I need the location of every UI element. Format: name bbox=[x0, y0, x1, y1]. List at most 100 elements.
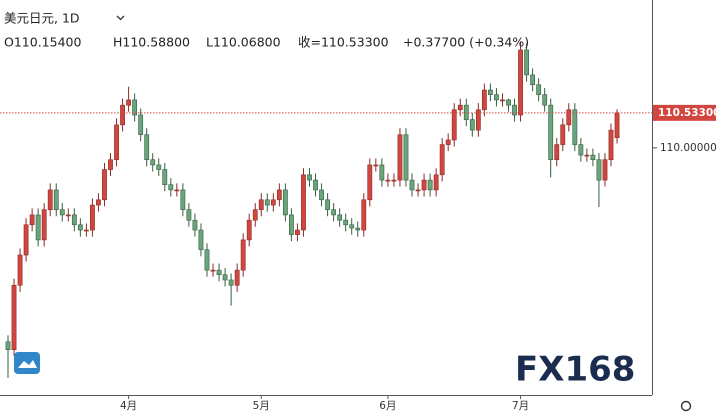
candle-body bbox=[204, 249, 210, 271]
candle-body bbox=[258, 199, 264, 210]
high-value: H110.58800 bbox=[113, 35, 190, 50]
candle-body bbox=[572, 109, 578, 145]
candle-body bbox=[150, 159, 156, 166]
candle-body bbox=[301, 174, 306, 231]
candle-body bbox=[379, 164, 385, 181]
candle-body bbox=[524, 49, 529, 76]
candle-body bbox=[23, 224, 29, 256]
candle-body bbox=[77, 224, 83, 231]
candle-body bbox=[252, 209, 258, 221]
candle-body bbox=[35, 214, 41, 241]
candle-body bbox=[132, 99, 138, 116]
candle-body bbox=[47, 189, 53, 210]
candle-body bbox=[228, 279, 234, 286]
candle-body bbox=[174, 189, 180, 192]
candle-body bbox=[578, 144, 584, 156]
candle-body bbox=[421, 179, 427, 191]
x-tick-label: 4月 bbox=[120, 400, 137, 412]
gear bbox=[680, 400, 692, 412]
change-value: +0.37700 (+0.34%) bbox=[403, 35, 529, 50]
candle-body bbox=[614, 112, 620, 139]
symbol: 美元日元, 1D bbox=[4, 11, 80, 26]
candle-body bbox=[409, 179, 415, 191]
candle-body bbox=[602, 159, 608, 181]
candle-body bbox=[144, 134, 150, 161]
candle-body bbox=[65, 214, 71, 217]
candle-body bbox=[596, 159, 602, 181]
candle-body bbox=[5, 341, 11, 350]
logo-box bbox=[14, 352, 40, 374]
candle-body bbox=[500, 99, 505, 102]
candle-body bbox=[246, 219, 252, 241]
candle-body bbox=[240, 239, 246, 271]
candle-body bbox=[337, 214, 343, 221]
candle-body bbox=[41, 209, 47, 241]
candle-body bbox=[542, 94, 548, 106]
candle-body bbox=[325, 199, 330, 210]
logo[interactable] bbox=[14, 352, 40, 374]
candle-body bbox=[349, 224, 355, 229]
candle-body bbox=[289, 214, 294, 235]
low-value: L110.06800 bbox=[206, 35, 281, 50]
candle-body bbox=[282, 189, 288, 216]
candle-body bbox=[234, 269, 240, 286]
candle-body bbox=[445, 139, 451, 145]
candle-body bbox=[554, 144, 560, 161]
candle-body bbox=[415, 189, 421, 192]
candle-body bbox=[319, 189, 324, 201]
candle-body bbox=[590, 154, 596, 161]
candle-body bbox=[457, 104, 463, 111]
watermark: FX168 bbox=[515, 350, 635, 390]
candle-body bbox=[276, 189, 282, 201]
price-label-box bbox=[653, 104, 716, 121]
candle-body bbox=[481, 89, 487, 111]
price-label: 110.53300 bbox=[658, 107, 716, 119]
dropdown-icon[interactable] bbox=[116, 15, 125, 21]
candle-body bbox=[156, 164, 162, 170]
candle-body bbox=[397, 134, 403, 181]
candle-body bbox=[186, 209, 192, 221]
candle-body bbox=[192, 219, 198, 231]
candle-body bbox=[96, 199, 101, 206]
candle-body bbox=[59, 209, 65, 216]
candle-body bbox=[487, 89, 493, 95]
candle-body bbox=[11, 284, 17, 350]
candle-body bbox=[17, 254, 23, 286]
candle-body bbox=[343, 219, 349, 226]
candle-body bbox=[560, 124, 566, 145]
candle-body bbox=[108, 159, 113, 170]
candle-body bbox=[469, 119, 475, 131]
logo-mark bbox=[18, 360, 37, 368]
candle-body bbox=[102, 169, 107, 201]
candle-body bbox=[475, 109, 481, 131]
candle-body bbox=[373, 164, 379, 167]
candle-body bbox=[120, 104, 125, 126]
candle-body bbox=[264, 199, 270, 206]
candle-body bbox=[90, 204, 95, 231]
candle-body bbox=[439, 144, 445, 176]
candle-body bbox=[548, 104, 554, 161]
candle-body bbox=[433, 174, 439, 191]
candle-body bbox=[222, 274, 228, 281]
candle-body bbox=[403, 134, 409, 181]
settings-icon[interactable] bbox=[680, 400, 692, 412]
candle-body bbox=[313, 179, 318, 191]
candle-body bbox=[608, 129, 614, 161]
open-value: O110.15400 bbox=[4, 35, 81, 50]
x-tick-label: 5月 bbox=[253, 400, 270, 412]
candle-body bbox=[71, 214, 77, 226]
candle-body bbox=[114, 124, 119, 161]
candle-body bbox=[385, 179, 391, 182]
candle-body bbox=[270, 199, 276, 206]
candle-body bbox=[168, 184, 174, 191]
candle-body bbox=[584, 154, 590, 157]
x-tick-label: 6月 bbox=[379, 400, 396, 412]
candle-body bbox=[566, 109, 572, 126]
close-value: 收=110.53300 bbox=[298, 35, 389, 50]
x-tick-label: 7月 bbox=[512, 400, 529, 412]
candle-body bbox=[512, 104, 517, 116]
candle-body bbox=[53, 189, 59, 210]
candle-body bbox=[295, 229, 300, 235]
